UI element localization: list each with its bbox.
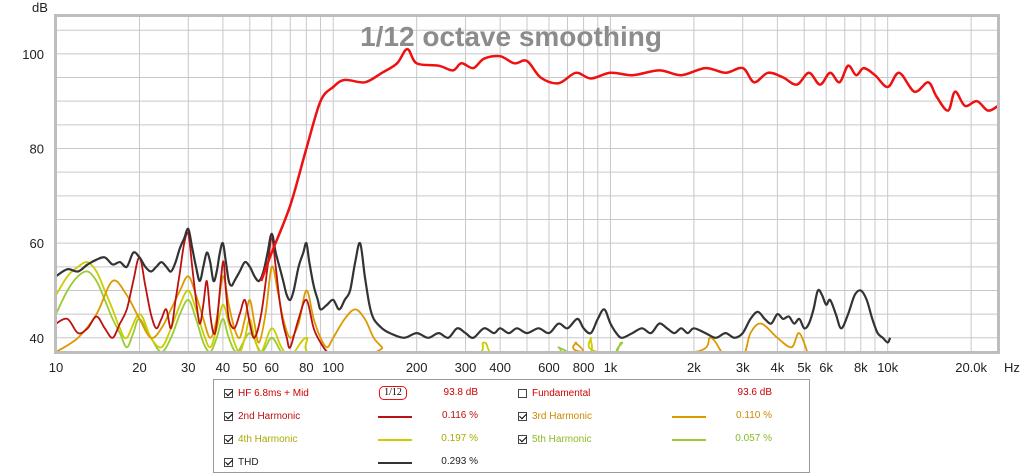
legend-checkbox-2nd-harmonic[interactable]	[224, 411, 233, 421]
series-line-3rd-harmonic	[56, 265, 809, 352]
x-tick-label: 300	[455, 360, 477, 375]
x-tick-label: 2k	[687, 360, 701, 375]
x-tick-label: 400	[489, 360, 511, 375]
series-line-hf-6-8ms-mid	[260, 47, 998, 282]
x-tick-label: 8k	[854, 360, 868, 375]
legend-swatch-3rd-harmonic	[672, 416, 706, 418]
series-line-thd	[56, 227, 892, 344]
legend-value-3rd-harmonic: 0.110 %	[736, 410, 772, 421]
x-tick-label: 10	[49, 360, 63, 375]
series-line-4th-harmonic	[56, 261, 605, 352]
x-tick-label: 60	[264, 360, 278, 375]
x-tick-label: 20.0k	[955, 360, 987, 375]
legend-label: 4th Harmonic	[238, 433, 298, 445]
x-tick-label: 10k	[877, 360, 898, 375]
frequency-response-chart: 1/12 octave smoothing dB Hz 40 60 80 100 10…	[22, 0, 1020, 375]
legend-checkbox-5th-harmonic[interactable]	[518, 434, 527, 444]
legend-label: 3rd Harmonic	[532, 410, 593, 422]
x-tick-label: 600	[538, 360, 560, 375]
legend-checkbox-fundamental[interactable]	[518, 388, 527, 398]
legend-item-3rd-harmonic[interactable]: 3rd Harmonic	[518, 408, 592, 424]
legend-label: Fundamental	[532, 387, 591, 399]
x-tick-label: 6k	[819, 360, 833, 375]
x-tick-label: 100	[322, 360, 344, 375]
legend-item-5th-harmonic[interactable]: 5th Harmonic	[518, 431, 591, 447]
y-tick-label: 100	[22, 47, 44, 62]
legend-swatch-thd	[378, 462, 412, 464]
legend-label: HF 6.8ms + Mid	[238, 387, 309, 399]
legend-checkbox-3rd-harmonic[interactable]	[518, 411, 527, 421]
legend-label: 5th Harmonic	[532, 433, 592, 445]
plot-frame	[54, 14, 1000, 354]
legend-swatch-2nd-harmonic	[378, 416, 412, 418]
legend-swatch-4th-harmonic	[378, 439, 412, 441]
x-tick-label: 80	[299, 360, 313, 375]
legend-item-2nd-harmonic[interactable]: 2nd Harmonic	[224, 408, 300, 424]
x-tick-label: 200	[406, 360, 428, 375]
y-tick-label: 80	[30, 142, 44, 157]
x-tick-label: 1k	[604, 360, 618, 375]
legend-value-5th-harmonic: 0.057 %	[735, 433, 772, 444]
legend-checkbox-thd[interactable]	[224, 457, 233, 467]
legend-item-4th-harmonic[interactable]: 4th Harmonic	[224, 431, 297, 447]
x-tick-label: 3k	[736, 360, 750, 375]
chart-title: 1/12 octave smoothing	[360, 21, 662, 52]
legend-swatch-5th-harmonic	[672, 439, 706, 441]
legend-value-4th-harmonic: 0.197 %	[441, 433, 478, 444]
x-tick-label: 5k	[797, 360, 811, 375]
x-tick-label: 30	[181, 360, 195, 375]
y-tick-label: 40	[30, 331, 44, 346]
legend-item-fundamental[interactable]: Fundamental	[518, 385, 590, 401]
legend-value-2nd-harmonic: 0.116 %	[442, 410, 478, 421]
x-tick-label: 800	[573, 360, 595, 375]
legend-item-thd[interactable]: THD	[224, 454, 259, 470]
x-axis-unit: Hz	[1004, 360, 1020, 375]
legend-panel: HF 6.8ms + Mid 1/12 93.8 dB Fundamental 93.6…	[213, 379, 810, 473]
legend-label: 2nd Harmonic	[238, 410, 301, 422]
x-tick-label: 40	[216, 360, 230, 375]
legend-value-fundamental: 93.6 dB	[737, 387, 772, 398]
legend-value-thd: 0.293 %	[441, 456, 478, 467]
y-tick-label: 60	[30, 236, 44, 251]
legend-value-hf-6-8ms-mid: 93.8 dB	[443, 387, 478, 398]
legend-checkbox-4th-harmonic[interactable]	[224, 434, 233, 444]
smoothing-badge[interactable]: 1/12	[379, 386, 407, 400]
y-axis-label: dB	[32, 0, 48, 15]
x-tick-label: 20	[132, 360, 146, 375]
x-tick-label: 4k	[770, 360, 784, 375]
x-tick-label: 50	[243, 360, 257, 375]
legend-label: THD	[238, 456, 259, 468]
series-line-2nd-harmonic	[56, 231, 329, 352]
legend-checkbox-hf-6-8ms-mid[interactable]	[224, 388, 233, 398]
legend-item-hf-6-8ms-mid[interactable]: HF 6.8ms + Mid	[224, 385, 309, 401]
